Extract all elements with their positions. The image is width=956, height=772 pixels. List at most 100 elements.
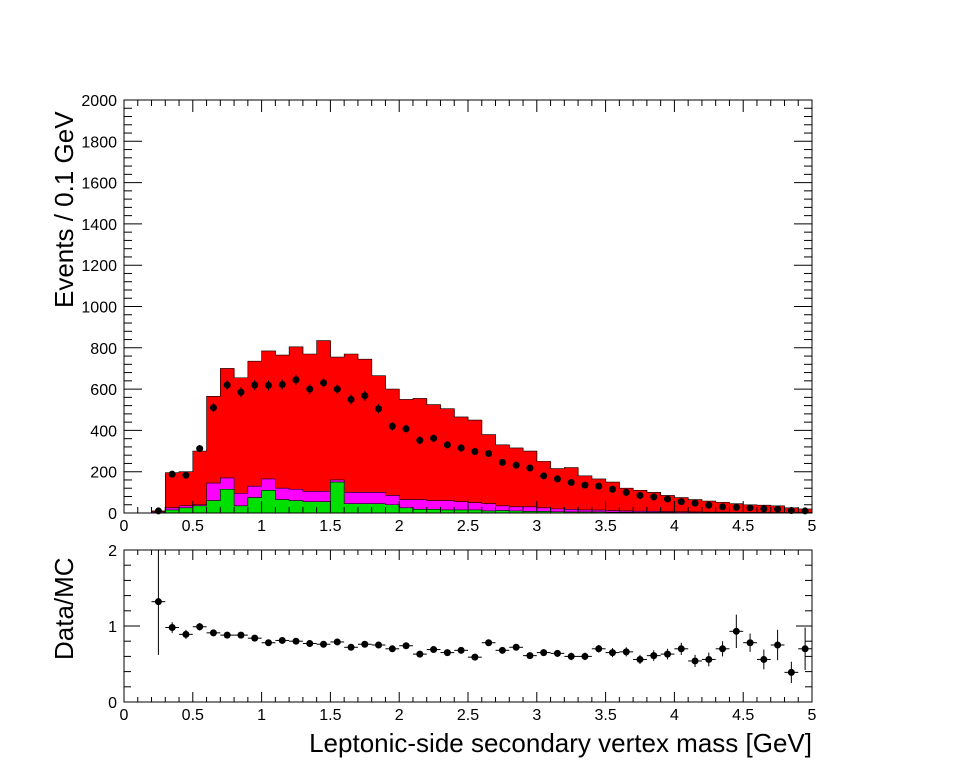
ratio-point	[567, 652, 575, 660]
main-x-tick-label: 4	[670, 518, 679, 535]
main-panel: 0 0.5 1 1.5 2 2.5 3 3.5 4 4.5 5 0 200 400 600 800 1000 12…	[49, 93, 817, 535]
ratio-point	[209, 629, 217, 637]
ratio-point	[375, 641, 383, 649]
ratio-point	[705, 655, 713, 663]
histogram-bar-bottom	[468, 509, 483, 513]
main-x-tick-label: 4.5	[732, 518, 754, 535]
histogram-bar-bottom	[206, 500, 221, 513]
histogram-bar-middle	[468, 502, 483, 513]
ratio-point	[553, 649, 561, 657]
ratio-point	[691, 657, 699, 665]
histogram-bar-total	[426, 404, 441, 513]
histogram-bar-middle	[591, 510, 607, 513]
histogram-bar-bottom	[523, 511, 538, 513]
data-point	[264, 381, 272, 389]
histogram-bar-total	[192, 451, 208, 513]
data-point	[168, 470, 176, 478]
main-y-tick-label: 400	[90, 423, 117, 440]
main-y-tick-label: 200	[90, 465, 117, 482]
data-point	[333, 385, 341, 393]
main-y-tick-label: 1800	[81, 134, 117, 151]
histogram-bar-bottom	[261, 490, 276, 513]
histogram-bar-bottom	[165, 509, 180, 513]
ratio-panel: 0 0.5 1 1.5 2 2.5 3 3.5 4 4.5 5 0 1 2 Data/MC Leptoni…	[49, 543, 817, 758]
ratio-point	[622, 648, 630, 656]
histogram-bar-bottom	[591, 511, 607, 513]
histogram-bar-middle	[481, 503, 497, 513]
data-point	[732, 503, 740, 511]
ratio-point	[237, 631, 245, 639]
data-point	[774, 505, 782, 513]
histogram-bar-bottom	[385, 504, 400, 513]
histogram-bar-bottom	[509, 510, 524, 513]
histogram-bar-total	[165, 472, 180, 513]
ratio-x-tick-label: 0.5	[182, 707, 204, 724]
ratio-point	[732, 627, 740, 635]
histogram-bar-bottom	[220, 489, 235, 513]
main-x-tick-label: 0	[120, 518, 129, 535]
ratio-point	[457, 646, 465, 654]
histogram-bar-total	[468, 420, 483, 513]
ratio-point	[430, 646, 438, 654]
histogram-bar-total	[591, 478, 607, 513]
ratio-y-tick-label: 1	[108, 619, 117, 636]
data-point	[457, 444, 465, 452]
ratio-point	[650, 652, 658, 660]
data-point	[526, 464, 534, 472]
ratio-point	[168, 624, 176, 632]
data-point	[237, 388, 245, 396]
data-point	[553, 475, 561, 483]
ratio-point	[787, 668, 795, 676]
data-point	[347, 395, 355, 403]
histogram-bar-total	[550, 468, 565, 513]
histogram-bar-total	[344, 353, 359, 513]
histogram-bar-total	[316, 340, 331, 513]
main-stacked-histogram	[151, 340, 813, 514]
ratio-point	[540, 649, 548, 657]
ratio-x-tick-label: 0	[120, 707, 129, 724]
ratio-point	[485, 639, 493, 647]
histogram-bar-total	[619, 488, 634, 513]
histogram-bar-total	[220, 368, 235, 513]
ratio-point	[402, 642, 410, 650]
ratio-point	[333, 638, 341, 646]
ratio-point	[526, 652, 534, 660]
ratio-point	[182, 630, 190, 638]
histogram-bar-total	[399, 399, 414, 513]
data-point	[443, 441, 451, 449]
data-point	[223, 381, 231, 389]
histogram-bar-bottom	[399, 507, 414, 513]
ratio-point	[471, 653, 479, 661]
main-x-tick-label: 1	[257, 518, 266, 535]
main-x-tick-label: 2.5	[457, 518, 479, 535]
histogram-bar-bottom	[440, 509, 455, 513]
main-y-tick-label: 0	[108, 506, 117, 523]
data-point	[416, 436, 424, 444]
histogram-bar-total	[509, 447, 524, 513]
histogram-bar-total	[275, 355, 290, 513]
ratio-point	[581, 652, 589, 660]
data-point	[430, 434, 438, 442]
histogram-bar-bottom	[289, 500, 304, 513]
histogram-bar-middle	[495, 505, 510, 513]
histogram-bar-bottom	[578, 511, 593, 513]
ratio-x-tick-label: 3	[532, 707, 541, 724]
data-point	[622, 488, 630, 496]
main-y-tick-label: 2000	[81, 93, 117, 110]
histogram-bar-middle	[578, 509, 593, 513]
histogram-bar-bottom	[550, 511, 565, 513]
histogram-bar-middle	[523, 506, 538, 513]
data-point	[306, 385, 314, 393]
histogram-bar-bottom	[412, 509, 428, 513]
ratio-point	[746, 639, 754, 647]
ratio-point	[595, 645, 603, 653]
ratio-point	[264, 639, 272, 647]
ratio-x-tick-label: 1.5	[319, 707, 341, 724]
ratio-point	[664, 650, 672, 658]
ratio-point	[251, 634, 259, 642]
histogram-bar-total	[247, 361, 263, 513]
ratio-point	[278, 636, 286, 644]
histogram-bar-bottom	[481, 510, 497, 513]
data-point	[677, 498, 685, 506]
histogram-bar-total	[385, 389, 400, 513]
